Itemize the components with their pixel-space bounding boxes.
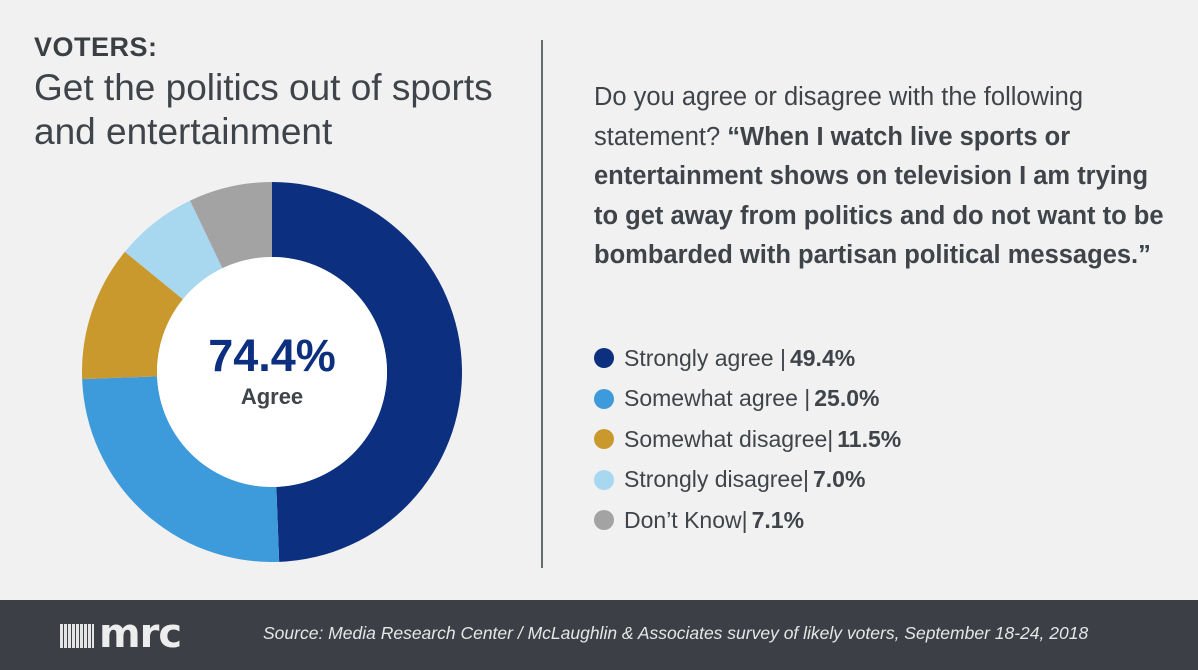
donut-svg bbox=[82, 182, 463, 562]
donut-hole bbox=[157, 257, 387, 487]
question-intro: Do you agree or disagree with the follow… bbox=[594, 83, 1084, 151]
kicker: VOTERS: bbox=[34, 32, 158, 62]
donut-slice-somewhat-agree bbox=[82, 376, 280, 562]
donut-slice-somewhat-disagree bbox=[82, 251, 183, 380]
logo-text: mrc bbox=[99, 611, 182, 657]
legend-swatch bbox=[594, 469, 614, 490]
legend-item-somewhat-disagree: Somewhat disagree| 11.5% bbox=[594, 419, 901, 460]
legend-swatch bbox=[594, 510, 614, 531]
legend-value: 25.0% bbox=[814, 385, 880, 412]
legend-value: 7.1% bbox=[751, 506, 805, 533]
center-label: Agree bbox=[240, 384, 304, 409]
legend-swatch bbox=[594, 388, 614, 409]
legend: Strongly agree | 49.4% Somewhat agree | … bbox=[594, 338, 901, 541]
chart-title: Get the politics out of sports and enter… bbox=[34, 67, 493, 152]
legend-swatch bbox=[594, 348, 614, 369]
center-value: 74.4% bbox=[208, 330, 336, 381]
logo-mark-icon bbox=[60, 624, 94, 648]
footer-bar bbox=[0, 600, 1198, 670]
donut-slice-dont-know bbox=[190, 182, 272, 269]
legend-item-dont-know: Don’t Know| 7.1% bbox=[594, 500, 901, 541]
legend-label: Strongly agree | bbox=[624, 344, 786, 371]
legend-value: 49.4% bbox=[789, 344, 856, 371]
source-note: Source: Media Research Center / McLaughl… bbox=[263, 623, 1089, 643]
legend-value: 11.5% bbox=[837, 425, 902, 452]
legend-label: Somewhat agree | bbox=[624, 385, 811, 412]
legend-value: 7.0% bbox=[812, 466, 866, 493]
legend-item-strongly-disagree: Strongly disagree| 7.0% bbox=[594, 460, 901, 501]
legend-swatch bbox=[594, 429, 614, 450]
divider bbox=[541, 40, 543, 568]
donut-chart bbox=[80, 180, 464, 564]
legend-label: Don’t Know| bbox=[624, 506, 748, 533]
legend-item-strongly-agree: Strongly agree | 49.4% bbox=[594, 338, 901, 379]
donut-slice-strongly-agree bbox=[272, 182, 463, 562]
legend-label: Strongly disagree| bbox=[624, 466, 809, 493]
legend-item-somewhat-agree: Somewhat agree | 25.0% bbox=[594, 379, 901, 420]
mrc-logo: mrc bbox=[60, 611, 182, 657]
donut-slice-strongly-disagree bbox=[124, 200, 223, 300]
question-statement: “When I watch live sports or entertainme… bbox=[594, 122, 1164, 270]
question-text: Do you agree or disagree with the follow… bbox=[594, 78, 1174, 276]
legend-label: Somewhat disagree| bbox=[624, 425, 834, 452]
